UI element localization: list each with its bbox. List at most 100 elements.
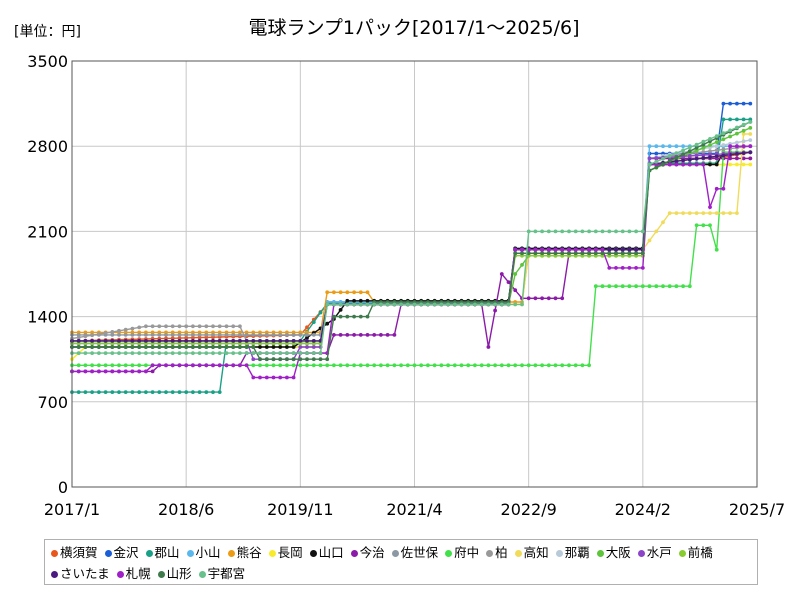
data-point <box>298 333 303 337</box>
data-point <box>345 333 350 337</box>
data-point <box>144 390 148 394</box>
data-point <box>164 345 168 349</box>
data-point <box>90 363 94 368</box>
data-point <box>110 339 115 343</box>
data-point <box>204 324 209 329</box>
data-point <box>681 144 685 149</box>
legend-label: 今治 <box>359 545 385 560</box>
data-point <box>520 263 524 267</box>
data-point <box>264 357 269 362</box>
data-point <box>90 351 94 355</box>
data-point <box>714 247 719 252</box>
data-point <box>721 101 726 106</box>
data-point <box>560 247 565 252</box>
data-point <box>728 156 732 161</box>
data-point <box>667 284 672 289</box>
series-8 <box>70 150 753 337</box>
data-point <box>271 357 276 362</box>
data-point <box>130 326 135 331</box>
data-point <box>197 335 202 340</box>
data-point <box>614 229 618 234</box>
data-point <box>264 351 269 355</box>
data-point <box>305 345 309 349</box>
data-point <box>735 162 739 167</box>
series-3 <box>70 144 753 349</box>
data-point <box>358 302 363 307</box>
data-point <box>110 330 115 334</box>
data-point <box>526 363 531 368</box>
data-point <box>385 363 390 368</box>
data-point <box>177 351 182 355</box>
data-point <box>144 351 148 355</box>
data-point <box>701 145 706 150</box>
data-point <box>439 363 444 368</box>
data-point <box>251 363 256 368</box>
data-point <box>607 229 612 234</box>
plot-frame <box>71 60 758 488</box>
data-point <box>298 351 303 355</box>
data-point <box>392 363 397 368</box>
data-point <box>244 351 249 355</box>
legend-item: 今治 <box>350 542 385 563</box>
data-point <box>687 145 692 150</box>
data-point <box>325 290 330 295</box>
data-point <box>244 345 249 349</box>
data-point <box>533 363 538 368</box>
data-point <box>144 363 148 368</box>
data-point <box>419 302 424 307</box>
data-point <box>204 351 209 355</box>
data-point <box>311 333 316 337</box>
data-point <box>540 247 544 252</box>
data-point <box>372 333 377 337</box>
data-point <box>661 156 665 161</box>
legend-marker <box>186 550 194 557</box>
legend-marker <box>445 550 453 557</box>
data-point <box>681 148 685 153</box>
data-point <box>694 223 699 228</box>
data-point <box>123 339 128 343</box>
data-point <box>687 154 692 158</box>
data-point <box>150 390 155 394</box>
data-point <box>345 302 350 307</box>
data-point <box>473 363 477 368</box>
data-point <box>251 339 256 343</box>
data-point <box>526 251 531 256</box>
data-point <box>251 351 256 355</box>
data-point <box>499 272 504 276</box>
data-point <box>553 251 558 256</box>
data-point <box>264 339 269 343</box>
legend-label: 佐世保 <box>400 545 439 560</box>
data-point <box>305 325 309 330</box>
legend-marker <box>350 550 358 557</box>
legend-label: 大阪 <box>605 545 631 560</box>
data-point <box>466 302 471 307</box>
data-point <box>506 302 511 307</box>
data-point <box>735 156 739 161</box>
data-point <box>654 156 659 160</box>
data-point <box>553 229 558 234</box>
data-point <box>90 345 94 349</box>
data-point <box>332 290 336 295</box>
data-point <box>137 363 142 368</box>
x-tick-label: 2018/6 <box>158 500 214 519</box>
data-point <box>748 126 753 130</box>
data-point <box>741 101 746 106</box>
data-point <box>264 375 269 380</box>
data-point <box>278 339 283 343</box>
data-point <box>332 314 336 319</box>
legend-item: 山口 <box>309 542 344 563</box>
data-point <box>123 351 128 355</box>
data-point <box>580 363 585 368</box>
data-point <box>627 266 632 270</box>
data-point <box>271 345 276 349</box>
data-point <box>311 339 316 343</box>
data-point <box>714 186 719 191</box>
data-point <box>197 390 202 394</box>
data-point <box>701 153 706 158</box>
data-point <box>748 156 753 161</box>
data-point <box>748 162 753 167</box>
legend-label: 柏 <box>495 545 508 560</box>
data-point <box>513 363 518 368</box>
data-point <box>285 375 289 380</box>
series-line <box>71 163 751 360</box>
